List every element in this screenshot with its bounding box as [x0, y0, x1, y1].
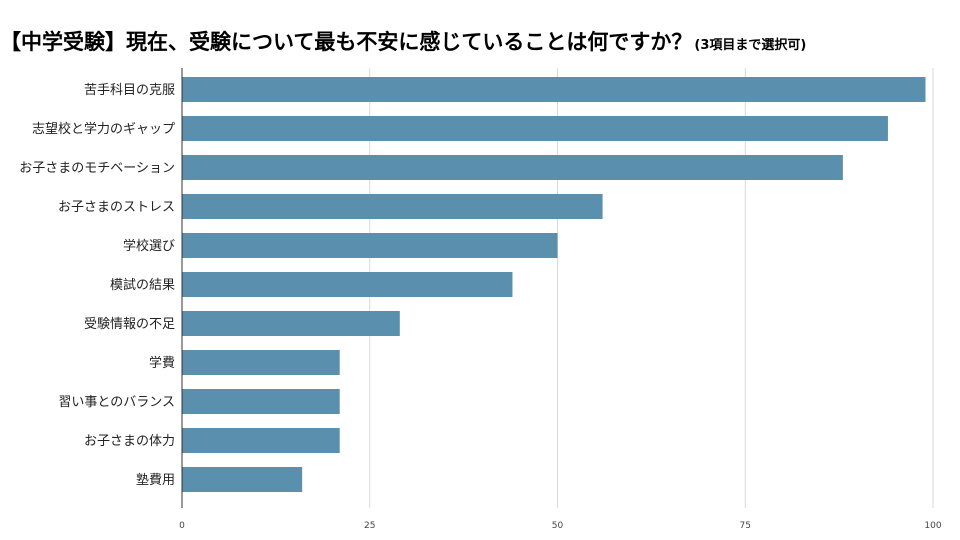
- x-tick-labels: 0 25 50 75 100: [179, 521, 942, 531]
- chart-title-main: 【中学受験】現在、受験について最も不安に感じていることは何ですか？: [0, 30, 693, 54]
- x-tick-label: 50: [552, 521, 564, 531]
- category-label: 学校選び: [123, 238, 175, 254]
- bar: [182, 389, 340, 414]
- category-label: お子さまのストレス: [58, 200, 175, 215]
- category-label: 受験情報の不足: [84, 317, 175, 332]
- bar: [182, 350, 340, 375]
- x-tick-label: 75: [740, 521, 751, 531]
- bar: [182, 155, 843, 180]
- chart-title-sub: (3項目まで選択可): [694, 38, 807, 53]
- category-label: 塾費用: [136, 472, 175, 488]
- category-labels: 苦手科目の克服志望校と学力のギャップお子さまのモチベーションお子さまのストレス学…: [19, 82, 175, 488]
- bar: [182, 428, 340, 453]
- x-tick-label: 25: [364, 521, 375, 531]
- bar: [182, 77, 926, 102]
- bar: [182, 233, 558, 258]
- bar: [182, 272, 513, 297]
- category-label: 志望校と学力のギャップ: [32, 121, 175, 137]
- bar: [182, 311, 400, 336]
- chart-title: 【中学受験】現在、受験について最も不安に感じていることは何ですか？ (3項目まで選…: [0, 26, 806, 56]
- category-label: 習い事とのバランス: [58, 395, 175, 410]
- category-label: お子さまのモチベーション: [19, 161, 175, 176]
- bar: [182, 194, 603, 219]
- category-label: 模試の結果: [110, 277, 175, 293]
- category-label: お子さまの体力: [84, 434, 175, 449]
- bars: [182, 77, 926, 492]
- x-tick-label: 100: [924, 521, 941, 531]
- category-label: 学費: [149, 355, 175, 371]
- category-label: 苦手科目の克服: [84, 82, 175, 98]
- bar: [182, 467, 303, 492]
- bar: [182, 116, 888, 141]
- x-tick-label: 0: [179, 521, 185, 531]
